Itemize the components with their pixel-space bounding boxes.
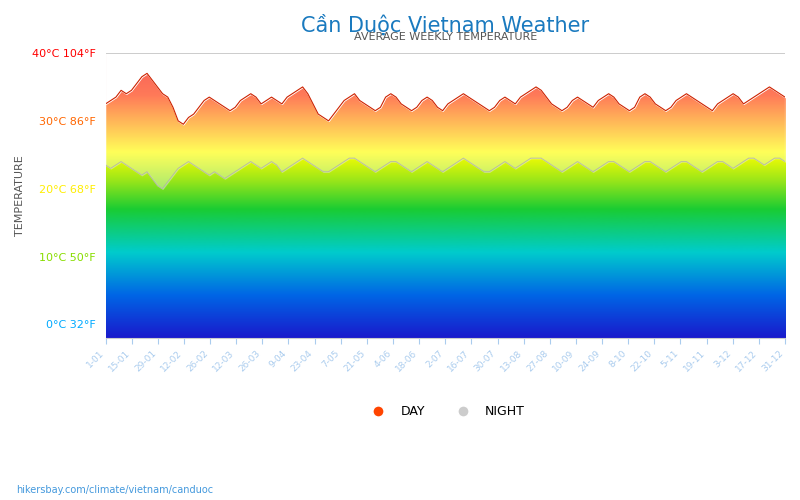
- Legend: DAY, NIGHT: DAY, NIGHT: [361, 400, 530, 423]
- Text: hikersbay.com/climate/vietnam/canduoc: hikersbay.com/climate/vietnam/canduoc: [16, 485, 213, 495]
- Y-axis label: TEMPERATURE: TEMPERATURE: [15, 155, 25, 236]
- Title: Cần Duộc Vietnam Weather: Cần Duộc Vietnam Weather: [302, 15, 590, 36]
- Text: AVERAGE WEEKLY TEMPERATURE: AVERAGE WEEKLY TEMPERATURE: [354, 32, 537, 42]
